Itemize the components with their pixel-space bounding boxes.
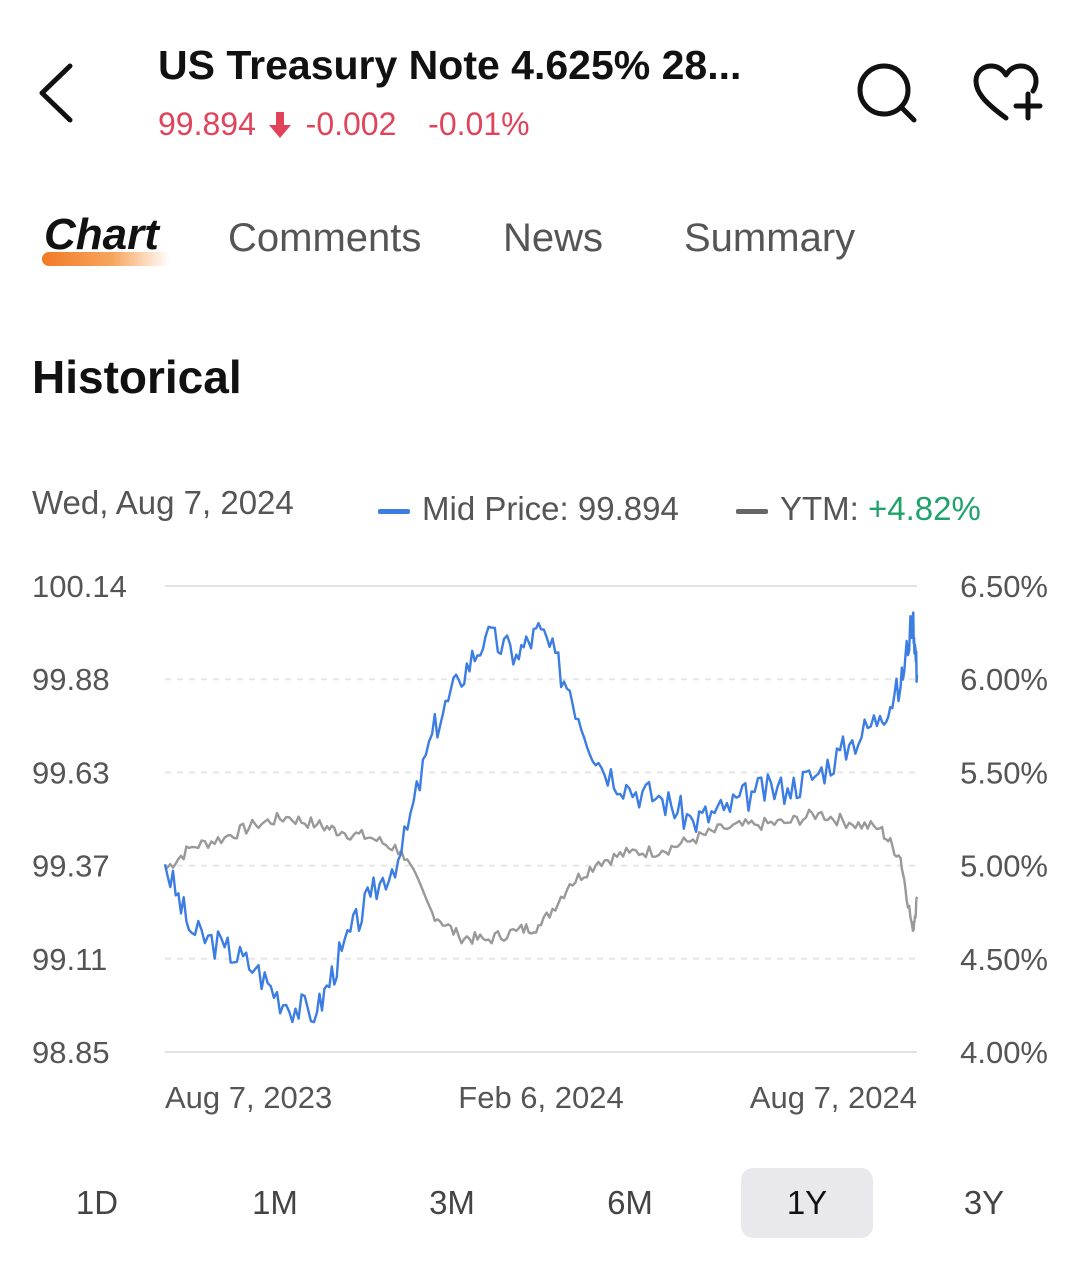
tab-comments[interactable]: Comments bbox=[228, 216, 422, 260]
back-arrow-icon bbox=[39, 63, 73, 123]
range-6m[interactable]: 6M bbox=[607, 1184, 653, 1221]
y-right-tick-label: 5.50% bbox=[960, 755, 1048, 790]
quote-line: 99.894 -0.002 -0.01% bbox=[158, 104, 530, 143]
mid-price-line bbox=[163, 611, 919, 1024]
y-left-tick-label: 99.11 bbox=[32, 942, 107, 977]
y-left-tick-label: 99.88 bbox=[32, 662, 110, 697]
y-left-tick-label: 99.37 bbox=[32, 849, 110, 884]
price-change: -0.002 bbox=[305, 106, 397, 143]
y-right-tick-label: 4.50% bbox=[960, 942, 1048, 977]
search-button[interactable] bbox=[856, 62, 918, 124]
page-title: US Treasury Note 4.625% 28... bbox=[158, 42, 742, 88]
legend-mid-price: Mid Price: 99.894 bbox=[378, 490, 679, 528]
range-1d[interactable]: 1D bbox=[75, 1184, 119, 1221]
active-tab-indicator bbox=[42, 252, 170, 266]
range-1m[interactable]: 1M bbox=[252, 1184, 298, 1221]
back-button[interactable] bbox=[30, 58, 86, 124]
search-icon bbox=[857, 63, 917, 123]
current-price: 99.894 bbox=[158, 106, 256, 143]
price-chart[interactable]: 100.14 6.50% 99.88 6.00% 99.63 5.50% 99.37 5.00… bbox=[0, 560, 1080, 1140]
ytm-value: +4.82% bbox=[868, 490, 981, 527]
top-bar: US Treasury Note 4.625% 28... 99.894 -0.… bbox=[0, 0, 1080, 160]
section-title: Historical bbox=[32, 351, 242, 403]
tab-summary[interactable]: Summary bbox=[684, 216, 856, 260]
mid-price-label: Mid Price: 99.894 bbox=[422, 490, 679, 527]
ytm-swatch bbox=[736, 508, 768, 514]
y-right-tick-label: 6.50% bbox=[960, 569, 1048, 604]
selected-date: Wed, Aug 7, 2024 bbox=[32, 484, 294, 521]
x-tick-label: Feb 6, 2024 bbox=[458, 1080, 623, 1115]
y-left-tick-label: 98.85 bbox=[32, 1035, 110, 1070]
x-tick-label: Aug 7, 2024 bbox=[750, 1080, 917, 1115]
price-change-percent: -0.01% bbox=[428, 106, 530, 143]
x-tick-label: Aug 7, 2023 bbox=[165, 1080, 332, 1115]
chart-info-row: Wed, Aug 7, 2024 Mid Price: 99.894 YTM: … bbox=[0, 480, 1080, 536]
down-arrow-icon bbox=[268, 110, 291, 140]
ytm-label: YTM: bbox=[780, 490, 868, 527]
y-left-tick-label: 99.63 bbox=[32, 755, 110, 790]
tab-chart[interactable]: Chart bbox=[44, 210, 159, 259]
y-right-tick-label: 5.00% bbox=[960, 849, 1048, 884]
y-right-tick-label: 4.00% bbox=[960, 1035, 1048, 1070]
y-left-tick-label: 100.14 bbox=[32, 569, 127, 604]
chart-svg: 100.14 6.50% 99.88 6.00% 99.63 5.50% 99.37 5.00… bbox=[32, 569, 1048, 1115]
tab-bar: Chart Comments News Summary bbox=[0, 200, 1080, 280]
ytm-line bbox=[164, 808, 919, 945]
add-to-watchlist-button[interactable] bbox=[970, 60, 1046, 126]
legend-ytm: YTM: +4.82% bbox=[736, 490, 981, 528]
mid-price-swatch bbox=[378, 508, 410, 514]
range-1y[interactable]: 1Y bbox=[741, 1168, 873, 1238]
heart-plus-icon bbox=[973, 63, 1043, 121]
y-right-tick-label: 6.00% bbox=[960, 662, 1048, 697]
range-3y[interactable]: 3Y bbox=[963, 1184, 1005, 1221]
range-selector: 1D 1M 3M 6M 1Y 3Y bbox=[0, 1166, 1080, 1240]
range-3m[interactable]: 3M bbox=[429, 1184, 475, 1221]
tab-news[interactable]: News bbox=[503, 216, 604, 260]
